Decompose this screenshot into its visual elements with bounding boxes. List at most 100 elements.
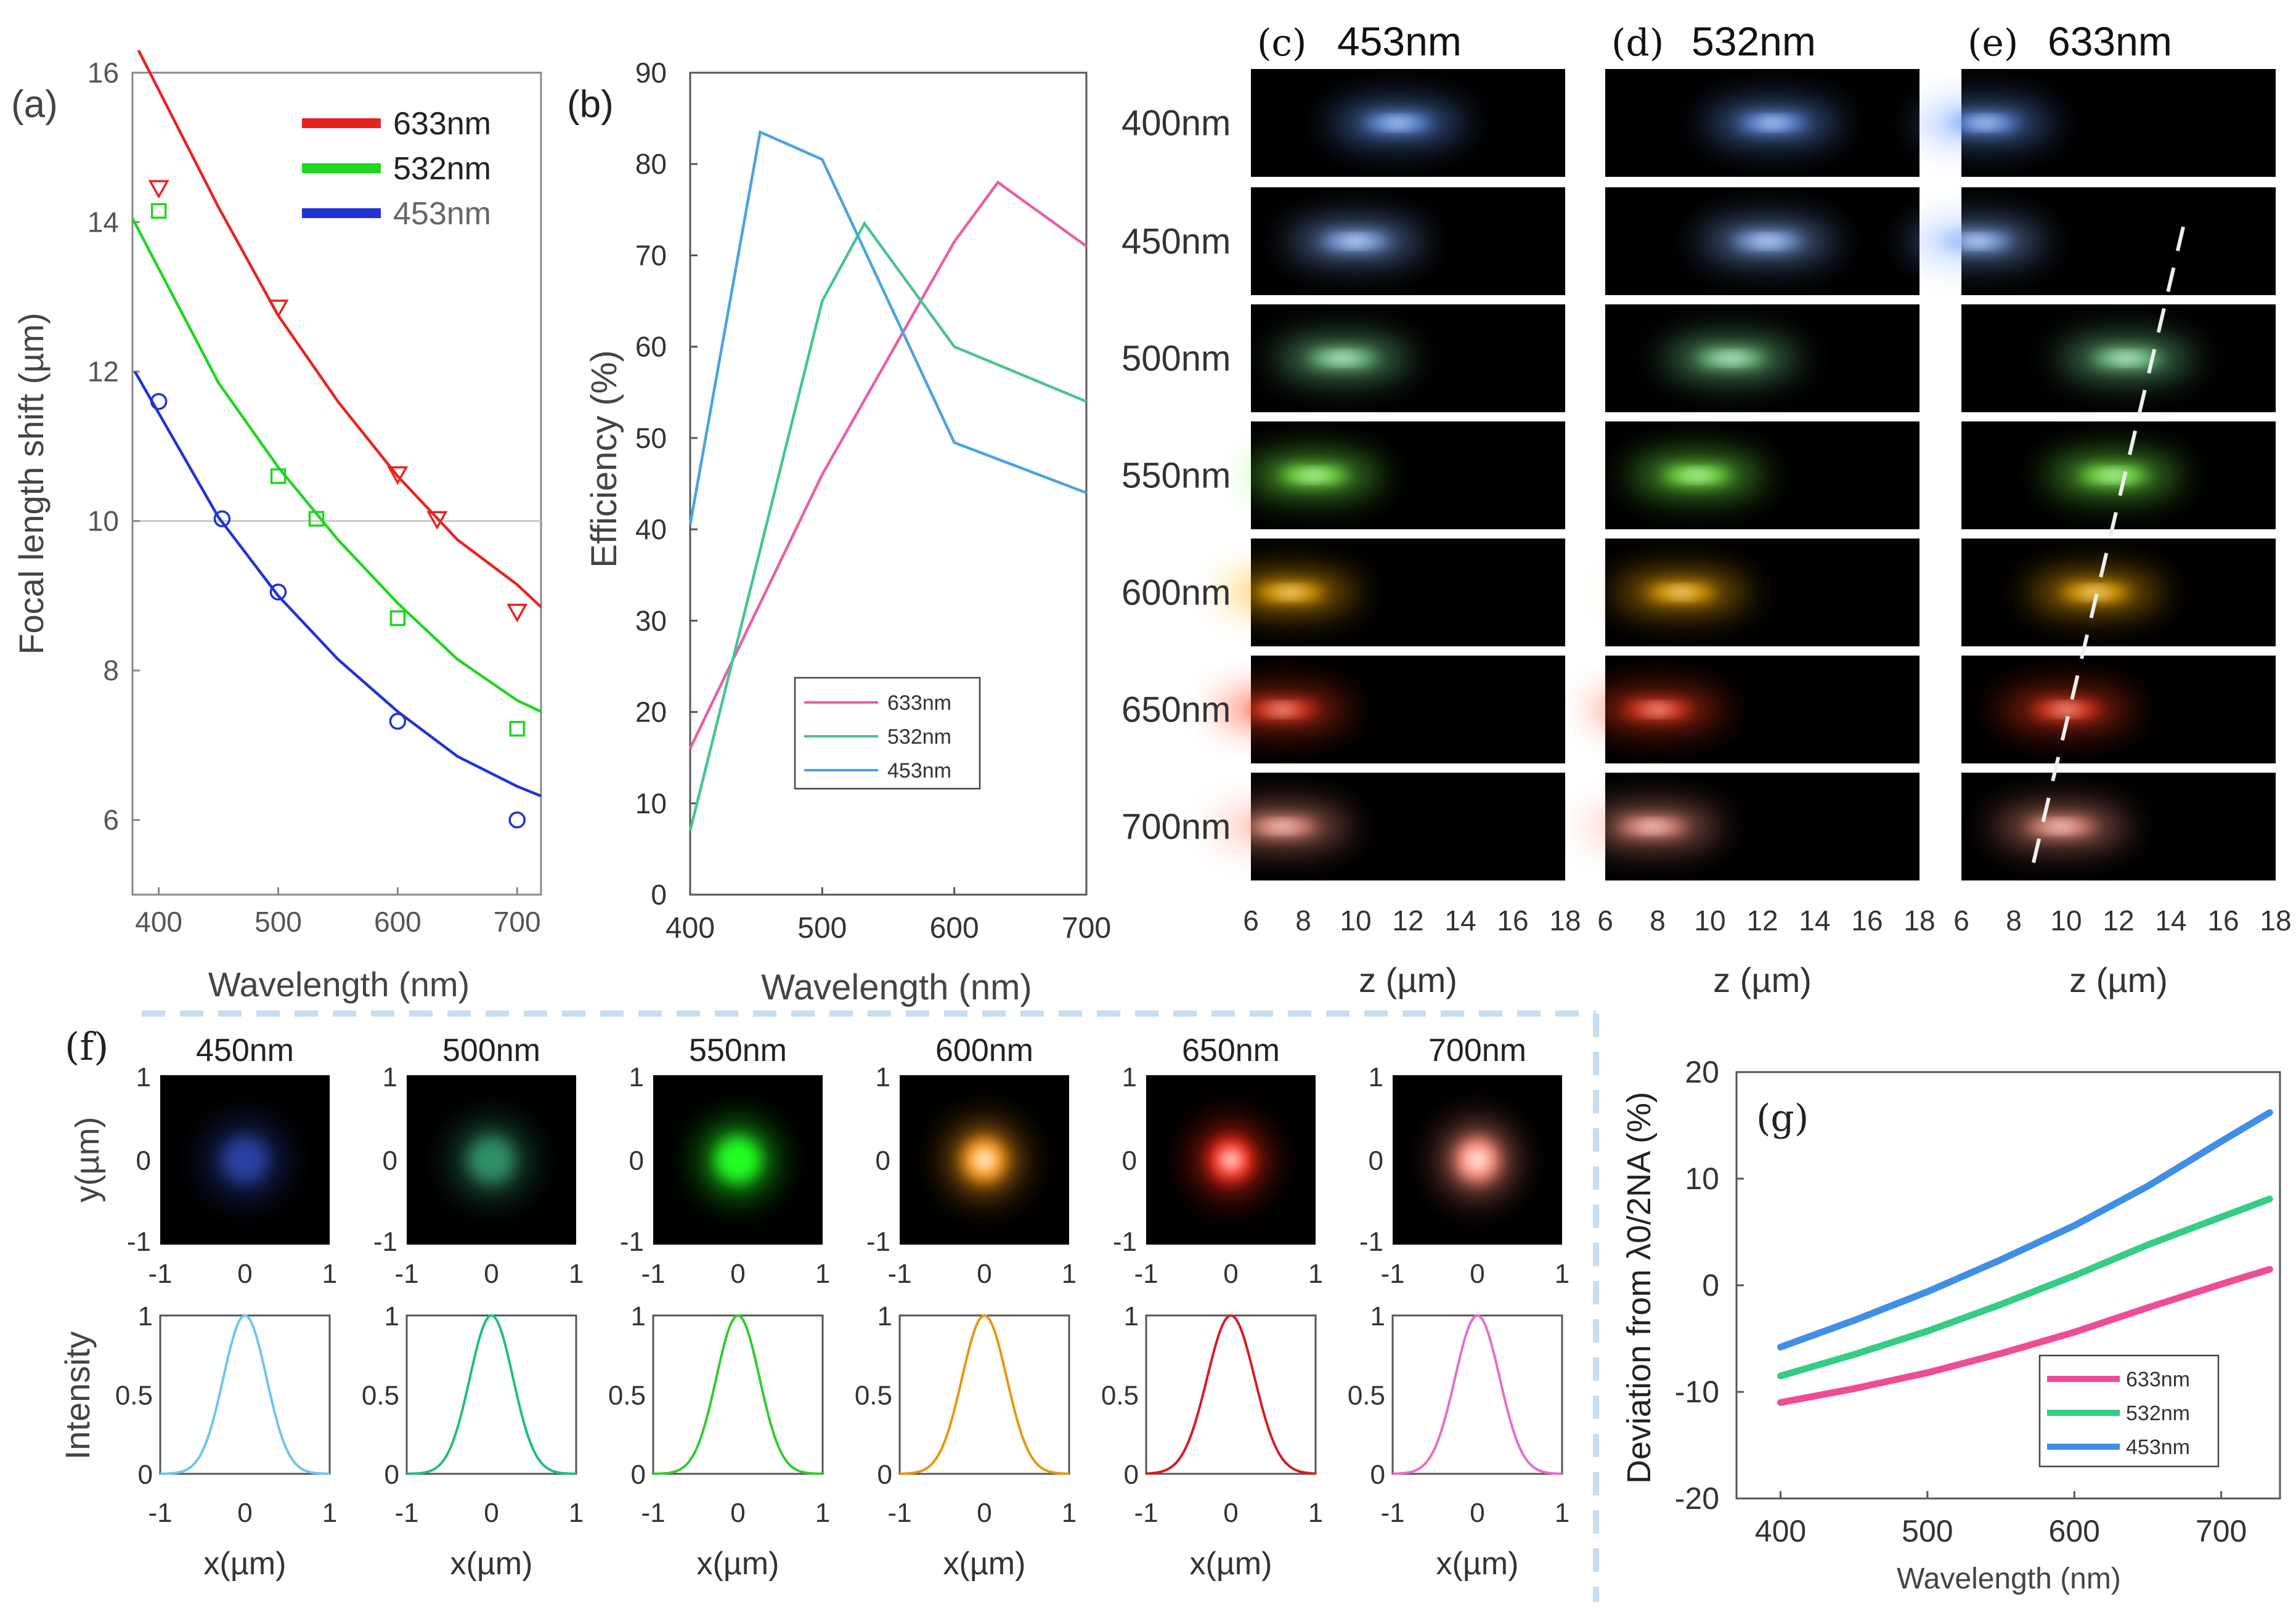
z-tick-label: 8	[2006, 905, 2022, 937]
a-marker-square	[389, 610, 406, 627]
f-img-ytick: 1	[629, 1062, 644, 1092]
f-ylabel: Intensity	[58, 1332, 97, 1460]
f-img-xtick: -1	[1134, 1259, 1158, 1289]
z-tick-label: 18	[2260, 905, 2291, 937]
f-img-xtick: -1	[148, 1259, 172, 1289]
b-ytick-label: 30	[635, 604, 667, 636]
a-fit-curve-532nm	[131, 218, 542, 713]
f-spot	[469, 1137, 514, 1182]
f-ytick-label: 1	[631, 1301, 646, 1332]
a-marker-circle	[213, 510, 231, 527]
f-img-ytick: 1	[383, 1062, 397, 1092]
a-ylabel: Focal length shift (µm)	[12, 312, 51, 654]
z-tick-label: 16	[1851, 905, 1883, 937]
a-ytick-label: 6	[103, 804, 119, 836]
f-ytick-label: 1	[1124, 1301, 1139, 1332]
focus-core	[1637, 823, 1668, 831]
f-xtick-label: 1	[322, 1498, 337, 1528]
focus-core	[1327, 354, 1358, 362]
f-img-ytick: 1	[876, 1062, 890, 1092]
f-img-ytick: 0	[876, 1146, 890, 1176]
f-xtick-label: -1	[641, 1498, 665, 1528]
z-tick-label: 10	[1340, 905, 1371, 937]
a-marker-square	[509, 721, 525, 737]
g-line-453nm	[1777, 1109, 2273, 1351]
f-img-ytick: -1	[1359, 1227, 1383, 1257]
g-legend-label: 532nm	[2126, 1402, 2190, 1425]
row-label-450nm: 450nm	[1122, 222, 1231, 262]
f-img-ytick: -1	[620, 1227, 644, 1257]
focus-core	[2098, 471, 2129, 479]
panel-label-d: (d)	[1611, 22, 1664, 65]
f-xtick-label: -1	[1380, 1498, 1404, 1528]
f-spot-core	[974, 1150, 995, 1170]
f-intensity-curve-650nm	[1146, 1314, 1316, 1475]
f-img-ytick: 0	[1369, 1146, 1383, 1176]
f-xtick-label: -1	[887, 1498, 911, 1528]
z-tick-label: 16	[2207, 905, 2239, 937]
f-img-xtick: 1	[815, 1259, 830, 1289]
f-xtick-label: 0	[977, 1498, 991, 1528]
z-tick-label: 10	[2050, 905, 2082, 937]
f-xtick-label: -1	[148, 1498, 172, 1528]
f-img-xtick: -1	[887, 1259, 911, 1289]
focus-core	[2111, 354, 2142, 362]
a-marker-square	[150, 203, 167, 219]
b-ytick-label: 10	[635, 787, 667, 819]
dashed-focus-guide	[2032, 221, 2186, 863]
panel-label-a: (a)	[11, 83, 58, 126]
z-axis-label: z (µm)	[1359, 961, 1457, 999]
a-legend-label: 453nm	[393, 196, 491, 232]
g-ytick-label: 0	[1702, 1268, 1719, 1303]
f-xlabel: x(µm)	[1190, 1546, 1272, 1582]
b-xlabel: Wavelength (nm)	[761, 967, 1032, 1007]
f-xlabel: x(µm)	[204, 1546, 287, 1582]
f-ytick-label: 0	[385, 1460, 399, 1490]
f-xtick-label: 1	[815, 1498, 830, 1528]
panel-label-c: (c)	[1257, 22, 1306, 65]
focus-core	[1642, 705, 1673, 714]
panel-label-e: (e)	[1968, 22, 2018, 65]
f-spot-core	[1467, 1150, 1488, 1170]
g-ytick-label: 20	[1685, 1055, 1719, 1089]
chart-b: 400 500 600 700 0 10 20 30 40 50 60 70 80 90 Wavelengt…	[584, 57, 1111, 1007]
f-xtick-label: 0	[1470, 1498, 1484, 1528]
row-label-550nm: 550nm	[1122, 456, 1231, 496]
a-xtick-label: 600	[374, 906, 421, 938]
b-xtick-label: 500	[797, 912, 847, 945]
f-ytick-label: 0.5	[1101, 1381, 1139, 1411]
a-marker-circle	[150, 392, 168, 410]
a-ytick-label: 10	[88, 505, 119, 537]
f-img-xtick: 1	[1308, 1259, 1323, 1289]
f-ytick-label: 1	[877, 1301, 892, 1332]
row-label-400nm: 400nm	[1122, 104, 1231, 144]
panel-label-f: (f)	[65, 1024, 108, 1069]
f-column-title-700nm: 700nm	[1428, 1033, 1526, 1068]
f-img-xtick: 0	[977, 1259, 991, 1289]
z-tick-label: 6	[1953, 905, 1969, 937]
z-tick-label: 18	[1903, 905, 1935, 937]
f-img-xtick: -1	[1380, 1259, 1404, 1289]
z-tick-label: 10	[1694, 905, 1725, 937]
f-ytick-label: 1	[138, 1301, 153, 1332]
focus-core	[1340, 237, 1371, 245]
focus-core	[1752, 237, 1783, 245]
f-img-xtick: 1	[322, 1259, 337, 1289]
z-tick-label: 6	[1243, 905, 1259, 937]
a-marker-circle	[269, 583, 287, 601]
f-xtick-label: 0	[484, 1498, 499, 1528]
focus-core	[1274, 588, 1306, 596]
f-xtick-label: 0	[730, 1498, 745, 1528]
f-ytick-label: 0	[138, 1460, 153, 1490]
g-legend-label: 453nm	[2126, 1436, 2190, 1459]
f-img-xtick: 0	[237, 1259, 252, 1289]
focus-core	[1666, 588, 1697, 596]
f-ytick-label: 1	[385, 1301, 399, 1332]
b-ytick-label: 70	[635, 239, 667, 271]
a-fit-curve-633nm	[137, 49, 542, 608]
f-spot-core	[1221, 1150, 1241, 1170]
a-ytick-label: 8	[103, 654, 119, 686]
focus-core	[1267, 823, 1298, 831]
